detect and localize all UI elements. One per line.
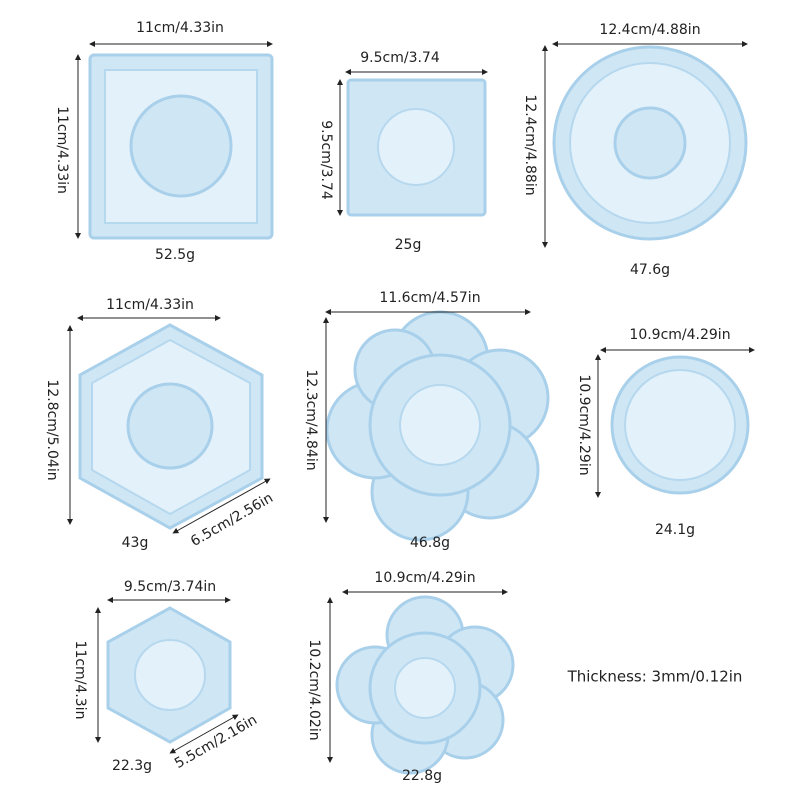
width-label: 12.4cm/4.88in [599, 22, 700, 38]
width-label: 9.5cm/3.74 [360, 50, 440, 66]
thickness-note: Thickness: 3mm/0.12in [567, 668, 743, 686]
height-label: 9.5cm/3.74 [318, 120, 334, 200]
weight-label: 22.8g [402, 768, 442, 784]
width-label: 9.5cm/3.74in [124, 579, 216, 595]
mold-circle-small: 10.9cm/4.29in 10.9cm/4.29in 24.1g [576, 327, 755, 538]
weight-label: 47.6g [630, 262, 670, 278]
width-label: 11cm/4.33in [106, 297, 194, 313]
weight-label: 52.5g [155, 247, 195, 263]
height-label: 11cm/4.3in [72, 641, 88, 720]
width-label: 10.9cm/4.29in [374, 570, 475, 586]
height-label: 12.3cm/4.84in [303, 369, 319, 470]
mold-flower-small: 10.9cm/4.29in 10.2cm/4.02in 22.8g [306, 570, 515, 784]
height-label: 12.4cm/4.88in [522, 94, 538, 195]
width-label: 10.9cm/4.29in [629, 327, 730, 343]
mold-circle-large: 12.4cm/4.88in 12.4cm/4.88in 47.6g [522, 22, 748, 278]
height-label: 11cm/4.33in [54, 106, 70, 194]
mold-square-large: 11cm/4.33in 11cm/4.33in 52.5g [54, 20, 274, 263]
weight-label: 43g [122, 535, 149, 551]
mold-hexagon-large: 11cm/4.33in 12.8cm/5.04in 6.5cm/2.56in 4… [44, 297, 276, 551]
weight-label: 22.3g [112, 758, 152, 774]
mold-square-small: 9.5cm/3.74 9.5cm/3.74 25g [318, 50, 488, 253]
weight-label: 24.1g [655, 522, 695, 538]
width-label: 11.6cm/4.57in [379, 290, 480, 306]
mold-hexagon-small: 9.5cm/3.74in 11cm/4.3in 5.5cm/2.16in 22.… [72, 579, 260, 774]
width-label: 11cm/4.33in [136, 20, 224, 36]
weight-label: 46.8g [410, 535, 450, 551]
height-label: 10.9cm/4.29in [576, 374, 592, 475]
weight-label: 25g [395, 237, 422, 253]
height-label: 10.2cm/4.02in [306, 639, 322, 740]
mold-flower-large: 11.6cm/4.57in 12.3cm/4.84in 46.8g [303, 290, 550, 551]
height-label: 12.8cm/5.04in [44, 379, 60, 480]
